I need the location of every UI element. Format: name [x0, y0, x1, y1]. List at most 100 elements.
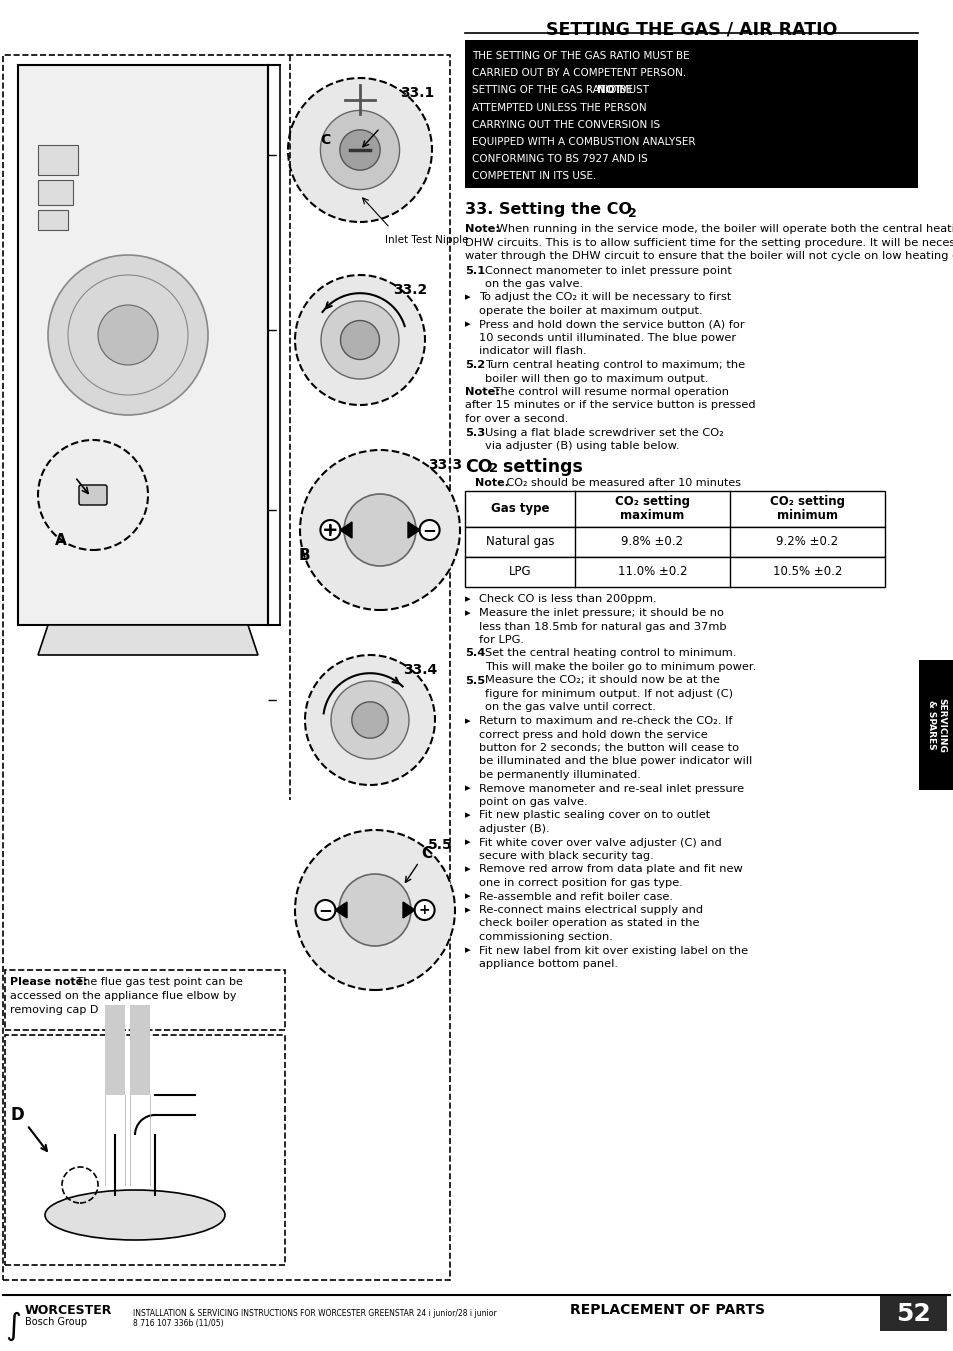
FancyBboxPatch shape: [879, 1296, 946, 1331]
Text: C: C: [421, 847, 432, 862]
Text: INSTALLATION & SERVICING INSTRUCTIONS FOR WORCESTER GREENSTAR 24 i junior/28 i j: INSTALLATION & SERVICING INSTRUCTIONS FO…: [132, 1309, 497, 1319]
Text: operate the boiler at maximum output.: operate the boiler at maximum output.: [478, 305, 702, 316]
Text: ▸: ▸: [464, 946, 470, 955]
Text: BE: BE: [616, 85, 633, 96]
Ellipse shape: [45, 1190, 225, 1240]
FancyBboxPatch shape: [464, 490, 884, 527]
Text: ATTEMPTED UNLESS THE PERSON: ATTEMPTED UNLESS THE PERSON: [472, 103, 646, 112]
Text: secure with black security tag.: secure with black security tag.: [478, 851, 653, 861]
Text: on the gas valve until correct.: on the gas valve until correct.: [484, 703, 656, 712]
Text: ▸: ▸: [464, 811, 470, 820]
Text: 10.5% ±0.2: 10.5% ±0.2: [772, 565, 841, 578]
Text: Re-connect mains electrical supply and: Re-connect mains electrical supply and: [478, 905, 702, 915]
Text: COMPETENT IN ITS USE.: COMPETENT IN ITS USE.: [472, 172, 596, 181]
Circle shape: [38, 440, 148, 550]
Text: 2: 2: [627, 207, 636, 220]
Text: ▸: ▸: [464, 865, 470, 874]
Text: DHW circuits. This is to allow sufficient time for the setting procedure. It wil: DHW circuits. This is to allow sufficien…: [464, 238, 953, 247]
Text: after 15 minutes or if the service button is pressed: after 15 minutes or if the service butto…: [464, 400, 755, 411]
Text: 33.3: 33.3: [428, 458, 461, 471]
Text: 33.1: 33.1: [399, 86, 434, 100]
FancyBboxPatch shape: [918, 661, 953, 790]
Circle shape: [320, 520, 340, 540]
Text: Fit new plastic sealing cover on to outlet: Fit new plastic sealing cover on to outl…: [478, 811, 709, 820]
Text: The control will resume normal operation: The control will resume normal operation: [490, 386, 728, 397]
Text: ▸: ▸: [464, 905, 470, 915]
Text: WORCESTER: WORCESTER: [25, 1304, 112, 1317]
Text: Check CO is less than 200ppm.: Check CO is less than 200ppm.: [478, 594, 656, 604]
Polygon shape: [408, 521, 419, 538]
Text: −: −: [422, 521, 436, 539]
Text: SETTING THE GAS / AIR RATIO: SETTING THE GAS / AIR RATIO: [545, 20, 837, 38]
Text: Measure the CO₂; it should now be at the: Measure the CO₂; it should now be at the: [484, 676, 720, 685]
Text: be illuminated and the blue power indicator will: be illuminated and the blue power indica…: [478, 757, 752, 766]
Text: 2: 2: [489, 462, 497, 476]
Text: The flue gas test point can be: The flue gas test point can be: [73, 977, 243, 988]
Text: boiler will then go to maximum output.: boiler will then go to maximum output.: [484, 373, 708, 384]
Text: Note:: Note:: [464, 224, 499, 234]
Text: Remove red arrow from data plate and fit new: Remove red arrow from data plate and fit…: [478, 865, 742, 874]
Text: Using a flat blade screwdriver set the CO₂: Using a flat blade screwdriver set the C…: [484, 427, 723, 438]
Text: for LPG.: for LPG.: [478, 635, 523, 644]
Text: When running in the service mode, the boiler will operate both the central heati: When running in the service mode, the bo…: [493, 224, 953, 234]
Text: 9.8% ±0.2: 9.8% ±0.2: [620, 535, 682, 549]
Text: correct press and hold down the service: correct press and hold down the service: [478, 730, 707, 739]
Text: water through the DHW circuit to ensure that the boiler will not cycle on low he: water through the DHW circuit to ensure …: [464, 251, 953, 261]
Text: ▸: ▸: [464, 838, 470, 847]
Text: NOT: NOT: [597, 85, 621, 96]
Text: 5.5: 5.5: [427, 838, 452, 852]
Text: maximum: maximum: [619, 509, 684, 521]
Text: be permanently illuminated.: be permanently illuminated.: [478, 770, 640, 780]
Text: Fit white cover over valve adjuster (C) and: Fit white cover over valve adjuster (C) …: [478, 838, 721, 847]
Text: REPLACEMENT OF PARTS: REPLACEMENT OF PARTS: [570, 1302, 764, 1317]
Circle shape: [299, 450, 459, 611]
Text: 5.3: 5.3: [464, 427, 485, 438]
Circle shape: [98, 305, 158, 365]
Text: −: −: [318, 901, 332, 919]
Circle shape: [340, 320, 379, 359]
Text: C: C: [319, 132, 330, 147]
Text: Measure the inlet pressure; it should be no: Measure the inlet pressure; it should be…: [478, 608, 723, 617]
Text: minimum: minimum: [776, 509, 837, 521]
Text: D: D: [10, 1106, 24, 1124]
Text: Bosch Group: Bosch Group: [25, 1317, 87, 1327]
Text: 9.2% ±0.2: 9.2% ±0.2: [776, 535, 838, 549]
Text: one in correct position for gas type.: one in correct position for gas type.: [478, 878, 682, 888]
Text: 5.4: 5.4: [464, 648, 485, 658]
Text: appliance bottom panel.: appliance bottom panel.: [478, 959, 618, 969]
Text: 8 716 107 336b (11/05): 8 716 107 336b (11/05): [132, 1319, 223, 1328]
Text: SERVICING
& SPARES: SERVICING & SPARES: [925, 697, 945, 753]
Text: 33.4: 33.4: [402, 663, 436, 677]
Polygon shape: [339, 521, 352, 538]
Text: B: B: [298, 547, 310, 562]
Text: 5.2: 5.2: [464, 359, 485, 370]
Text: 33. Setting the CO: 33. Setting the CO: [464, 203, 631, 218]
Text: 33.2: 33.2: [393, 282, 427, 297]
Circle shape: [294, 830, 455, 990]
Text: ▸: ▸: [464, 716, 470, 725]
FancyBboxPatch shape: [5, 970, 285, 1029]
Text: This will make the boiler go to minimum power.: This will make the boiler go to minimum …: [484, 662, 756, 671]
Text: removing cap D: removing cap D: [10, 1005, 98, 1015]
Text: on the gas valve.: on the gas valve.: [484, 280, 582, 289]
FancyBboxPatch shape: [464, 527, 884, 557]
Circle shape: [315, 900, 335, 920]
Text: Turn central heating control to maximum; the: Turn central heating control to maximum;…: [484, 359, 744, 370]
Text: 11.0% ±0.2: 11.0% ±0.2: [618, 565, 686, 578]
Text: Connect manometer to inlet pressure point: Connect manometer to inlet pressure poin…: [484, 266, 731, 276]
FancyBboxPatch shape: [79, 485, 107, 505]
Circle shape: [344, 494, 416, 566]
Circle shape: [48, 255, 208, 415]
Text: EQUIPPED WITH A COMBUSTION ANALYSER: EQUIPPED WITH A COMBUSTION ANALYSER: [472, 136, 695, 147]
Text: check boiler operation as stated in the: check boiler operation as stated in the: [478, 919, 699, 928]
Text: ▸: ▸: [464, 608, 470, 617]
Circle shape: [419, 520, 439, 540]
Text: 52: 52: [895, 1302, 929, 1325]
Text: CO₂ should be measured after 10 minutes: CO₂ should be measured after 10 minutes: [502, 477, 740, 488]
Polygon shape: [38, 626, 257, 655]
Text: THE SETTING OF THE GAS RATIO MUST BE: THE SETTING OF THE GAS RATIO MUST BE: [472, 51, 689, 61]
Circle shape: [331, 681, 409, 759]
Text: settings: settings: [497, 458, 582, 476]
Text: via adjuster (B) using table below.: via adjuster (B) using table below.: [484, 440, 679, 451]
Polygon shape: [18, 65, 268, 626]
